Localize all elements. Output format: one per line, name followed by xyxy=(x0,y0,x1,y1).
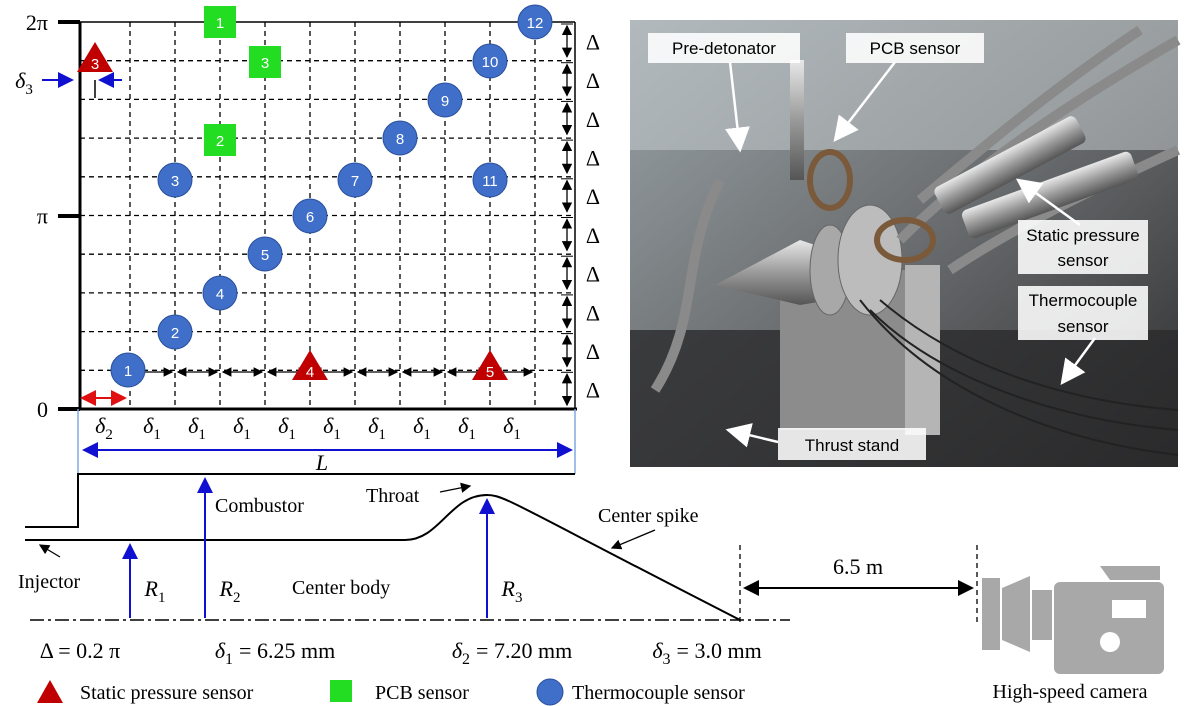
grid-lines xyxy=(80,22,575,409)
symbol-label: δ1 xyxy=(458,413,476,443)
symbol-label: δ1 xyxy=(278,413,296,443)
equation: Δ = 0.2 π xyxy=(40,638,120,663)
symbol: R xyxy=(219,576,234,601)
equation-text: = 3.0 mm xyxy=(677,638,762,663)
subscript: 1 xyxy=(243,427,251,443)
thermocouple-id: 12 xyxy=(527,15,544,32)
subscript: 3 xyxy=(663,651,671,668)
thermocouple-id: 11 xyxy=(482,173,498,190)
photo-label: Thrust stand xyxy=(805,436,900,455)
symbol-label: δ1 xyxy=(188,413,206,443)
photo-label: sensor xyxy=(1057,251,1108,270)
symbol-label: δ1 xyxy=(503,413,521,443)
subscript: 1 xyxy=(333,427,341,443)
pcb-id: 1 xyxy=(216,15,224,32)
subscript: 2 xyxy=(462,651,470,668)
distance-label: 6.5 m xyxy=(833,554,883,579)
subscript: 1 xyxy=(513,427,521,443)
photo-label: sensor xyxy=(1057,317,1108,336)
symbol-label: δ3 xyxy=(15,68,33,98)
thermocouple-id: 8 xyxy=(396,131,404,148)
thermocouple-id: 3 xyxy=(171,173,179,190)
subscript: 1 xyxy=(288,427,296,443)
figure: 2ππ0δ3ΔΔΔΔΔΔΔΔΔΔδ2δ1δ1δ1δ1δ1δ1δ1δ1δ1L 12… xyxy=(0,0,1187,706)
subscript: 2 xyxy=(105,427,113,443)
legend-label: Static pressure sensor xyxy=(80,682,254,704)
symbol-label: δ2 xyxy=(95,413,113,443)
subscript: 1 xyxy=(158,590,166,606)
symbol: R xyxy=(144,576,159,601)
equation: δ1= 6.25 mm xyxy=(215,638,335,668)
thermocouple-id: 5 xyxy=(261,247,269,264)
subscript: 2 xyxy=(233,590,241,606)
photo: Pre-detonator PCB sensor Static pressure… xyxy=(630,20,1178,467)
thermocouple-id: 9 xyxy=(441,93,449,110)
photo-label: Thermocouple xyxy=(1029,291,1138,310)
photo-label: Static pressure xyxy=(1026,226,1139,245)
spacing-label: Δ xyxy=(586,300,600,325)
equation-text: = 7.20 mm xyxy=(476,638,572,663)
spacing-label: Δ xyxy=(586,339,600,364)
equation-text: = 6.25 mm xyxy=(239,638,335,663)
symbol-label: R1 xyxy=(144,576,166,606)
symbol-label: δ1 xyxy=(368,413,386,443)
y-axis-label: 2π xyxy=(26,10,48,35)
subscript: 1 xyxy=(468,427,476,443)
legend-label: Thermocouple sensor xyxy=(572,682,745,704)
thermocouple-id: 2 xyxy=(171,325,179,342)
static-pressure-id: 4 xyxy=(306,364,314,381)
schematic-label: Combustor xyxy=(215,495,304,517)
subscript: 1 xyxy=(153,427,161,443)
spacing-label: Δ xyxy=(586,145,600,170)
symbol-label: δ1 xyxy=(323,413,341,443)
subscript: 3 xyxy=(515,590,523,606)
schematic-label: Injector xyxy=(18,571,81,593)
symbol-label: δ1 xyxy=(233,413,251,443)
camera-label: High-speed camera xyxy=(993,681,1148,703)
equation: δ2= 7.20 mm xyxy=(452,638,572,668)
schematic-label: Throat xyxy=(366,485,420,507)
symbol-label: δ1 xyxy=(413,413,431,443)
y-axis-label: π xyxy=(37,204,48,229)
thermocouple-id: 4 xyxy=(216,286,224,303)
schematic xyxy=(25,474,977,625)
spacing-label: Δ xyxy=(586,29,600,54)
symbol-label: R3 xyxy=(501,576,523,606)
thermocouple-id: 1 xyxy=(124,363,132,380)
pcb-id: 3 xyxy=(261,55,269,72)
length-label: L xyxy=(315,450,328,475)
equation: δ3= 3.0 mm xyxy=(652,638,761,668)
equation-text: Δ = 0.2 π xyxy=(40,638,120,663)
spacing-label: Δ xyxy=(586,107,600,132)
spacing-label: Δ xyxy=(586,262,600,287)
symbol: R xyxy=(501,576,516,601)
spacing-label: Δ xyxy=(586,184,600,209)
legend-label: PCB sensor xyxy=(375,682,469,704)
subscript: 3 xyxy=(25,82,33,98)
spacing-label: Δ xyxy=(586,68,600,93)
camera-icon xyxy=(982,566,1164,674)
subscript: 1 xyxy=(225,651,233,668)
symbol-label: R2 xyxy=(219,576,241,606)
static-pressure-id: 5 xyxy=(486,364,494,381)
thermocouple-id: 7 xyxy=(351,173,359,190)
pcb-id: 2 xyxy=(216,133,224,150)
photo-label: PCB sensor xyxy=(870,39,961,58)
spacing-label: Δ xyxy=(586,223,600,248)
thermocouple-id: 10 xyxy=(482,54,499,71)
spacing-label: Δ xyxy=(586,378,600,403)
schematic-label: Center body xyxy=(292,577,390,599)
subscript: 1 xyxy=(378,427,386,443)
schematic-label: Center spike xyxy=(598,505,699,527)
subscript: 1 xyxy=(423,427,431,443)
y-axis-label: 0 xyxy=(37,397,48,422)
photo-label: Pre-detonator xyxy=(672,39,776,58)
thermocouple-id: 6 xyxy=(306,209,314,226)
static-pressure-id: 3 xyxy=(91,56,99,73)
subscript: 1 xyxy=(198,427,206,443)
symbol-label: δ1 xyxy=(143,413,161,443)
legend: Static pressure sensor PCB sensor Thermo… xyxy=(37,679,745,705)
